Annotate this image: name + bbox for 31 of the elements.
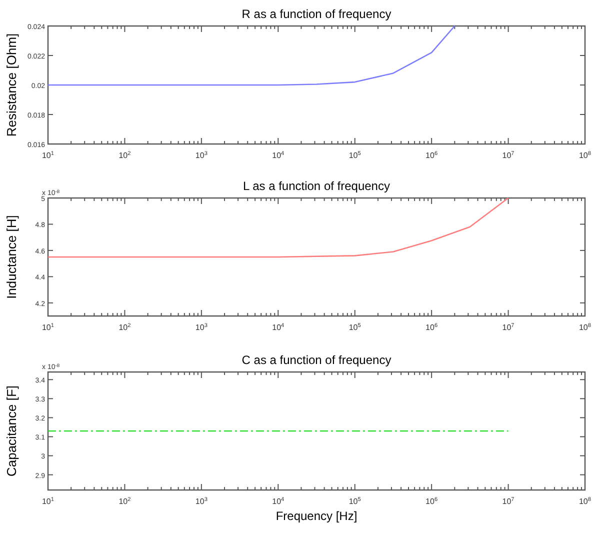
x-tick-label: 10$^{5}$ <box>348 497 361 506</box>
x-tick-label: 10$^{4}$ <box>272 323 284 332</box>
x-tick-label: 10$^{2}$ <box>118 497 131 506</box>
x-tick-label: 10$^{1}$ <box>42 151 54 160</box>
x-tick-label: 10$^{5}$ <box>348 151 361 160</box>
x-tick-label: 10$^{1}$ <box>42 323 54 332</box>
chart-title: L as a function of frequency <box>243 179 390 193</box>
x-axis-title: Frequency [Hz] <box>276 509 358 523</box>
x-tick-label: 10$^{2}$ <box>118 323 131 332</box>
y-axis-title: Resistance [Ohm] <box>4 33 19 137</box>
x-tick-label: 10$^{4}$ <box>272 151 284 160</box>
x-tick-label: 10$^{3}$ <box>195 323 208 332</box>
x-tick-label: 10$^{6}$ <box>426 151 438 160</box>
x-tick-label: 10$^{7}$ <box>502 497 514 506</box>
x-tick-label: 10$^{2}$ <box>118 151 131 160</box>
x-tick-label: 10$^{8}$ <box>578 323 592 332</box>
y-axis-title: Capacitance [F] <box>4 385 19 477</box>
y-axis-title: Inductance [H] <box>4 215 19 299</box>
x-tick-label: 10$^{3}$ <box>195 497 208 506</box>
chart-title: R as a function of frequency <box>242 7 392 21</box>
x-tick-label: 10$^{7}$ <box>502 151 514 160</box>
chart-title: C as a function of frequency <box>242 353 392 367</box>
x-tick-label: 10$^{4}$ <box>272 497 284 506</box>
x-tick-label: 10$^{3}$ <box>195 151 208 160</box>
x-tick-label: 10$^{1}$ <box>42 497 54 506</box>
x-tick-label: 10$^{6}$ <box>426 323 438 332</box>
x-tick-label: 10$^{6}$ <box>426 497 438 506</box>
x-tick-label: 10$^{8}$ <box>578 497 592 506</box>
x-tick-label: 10$^{8}$ <box>578 151 592 160</box>
x-tick-label: 10$^{5}$ <box>348 323 361 332</box>
x-tick-label: 10$^{7}$ <box>502 323 514 332</box>
